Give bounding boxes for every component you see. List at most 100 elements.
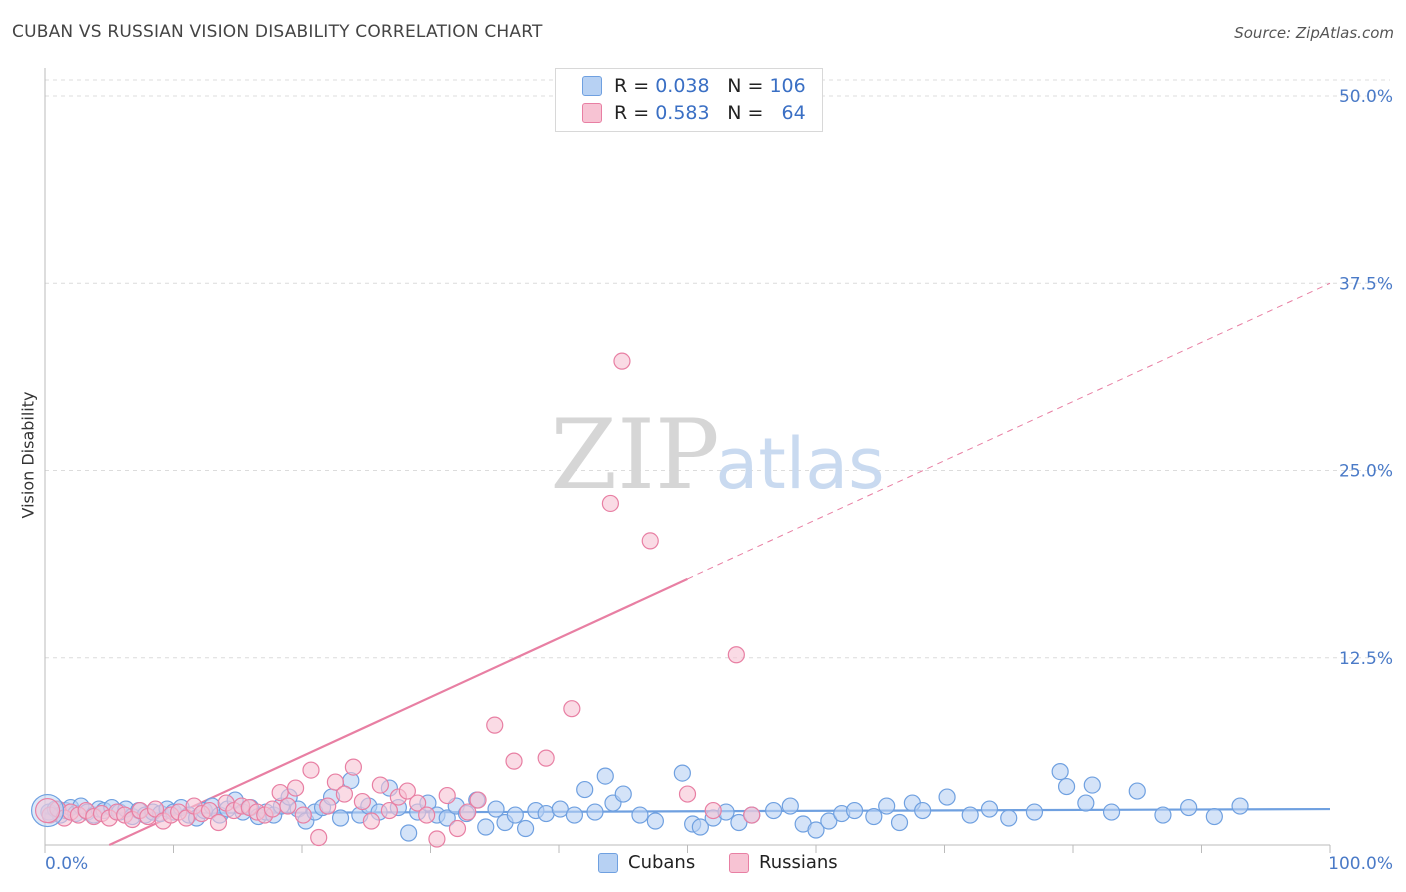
cubans-swatch xyxy=(582,76,602,96)
watermark: ZIP atlas xyxy=(550,399,884,511)
russians-point xyxy=(409,794,427,812)
legend-row-cubans: R = 0.038 N = 106 xyxy=(582,74,806,98)
cubans-point xyxy=(614,785,632,803)
russians-point xyxy=(448,819,467,838)
russians-point xyxy=(601,494,620,513)
russians-point xyxy=(310,828,328,847)
stats-legend: R = 0.038 N = 106 R = 0.583 N = 64 xyxy=(555,68,823,132)
cubans-point xyxy=(865,807,883,826)
cubans-point xyxy=(487,800,505,818)
cubans-point xyxy=(890,813,909,832)
russians-point xyxy=(279,797,297,815)
cubans-point xyxy=(1154,806,1172,824)
cubans-point xyxy=(845,801,864,820)
r-value-russians: 0.583 xyxy=(655,102,710,124)
russians-point xyxy=(459,803,477,821)
russians-legend-swatch xyxy=(729,852,749,873)
russians-point xyxy=(486,716,504,734)
russians-point xyxy=(335,785,354,803)
axes xyxy=(44,68,1331,853)
russians-point xyxy=(200,801,219,820)
russians-point xyxy=(294,806,312,824)
cubans-point xyxy=(1231,797,1249,815)
y-tick-label: 12.5% xyxy=(1339,649,1393,669)
russians-trend-extension xyxy=(687,282,1331,580)
russians-point xyxy=(263,800,282,818)
cubans-point xyxy=(1051,762,1069,781)
russians-point xyxy=(727,646,745,664)
cubans-legend-label: Cubans xyxy=(628,852,696,873)
tick-labels: 12.5% 25.0% 37.5% 50.0% 0.0% 100.0% xyxy=(45,87,1393,874)
russians-point xyxy=(271,783,289,802)
cubans-point xyxy=(586,803,604,821)
cubans-point xyxy=(537,804,555,823)
data-points xyxy=(30,352,1249,848)
russians-point xyxy=(177,809,195,827)
russians-point xyxy=(613,352,631,370)
russians-point xyxy=(319,797,337,815)
grid-lines xyxy=(45,79,1390,659)
cubans-point xyxy=(400,824,418,842)
russians-point xyxy=(438,786,456,805)
russians-point xyxy=(353,792,371,811)
russians-point xyxy=(469,791,487,809)
cubans-point xyxy=(516,819,535,838)
russians-point xyxy=(678,785,697,803)
n-value-cubans: 106 xyxy=(769,75,806,97)
cubans-point xyxy=(878,797,896,815)
cubans-point xyxy=(1180,798,1198,817)
cubans-point xyxy=(980,800,999,818)
trend-lines xyxy=(44,282,1331,846)
x-tick-label: 0.0% xyxy=(45,854,88,874)
russians-point xyxy=(344,758,362,776)
russians-legend-label: Russians xyxy=(759,852,838,873)
russians-point xyxy=(209,813,228,832)
r-label: R = xyxy=(614,75,650,97)
cubans-point xyxy=(596,767,614,785)
cubans-point xyxy=(807,821,825,839)
bottom-legend-cubans: Cubans xyxy=(598,852,695,873)
russians-point xyxy=(641,532,659,550)
cubans-point xyxy=(914,801,932,820)
cubans-legend-swatch xyxy=(598,852,618,873)
cubans-point xyxy=(1205,807,1223,826)
cubans-point xyxy=(961,806,979,824)
cubans-point xyxy=(673,764,691,782)
cubans-point xyxy=(477,818,495,836)
cubans-point xyxy=(646,812,664,830)
russians-cluster-point xyxy=(34,797,61,824)
russians-point xyxy=(505,752,523,770)
cubans-point xyxy=(576,780,594,799)
cubans-point xyxy=(1025,803,1044,821)
russians-point xyxy=(563,700,581,718)
russians-point xyxy=(704,801,722,820)
cubans-point xyxy=(1000,809,1018,827)
cubans-point xyxy=(938,788,956,806)
legend-row-russians: R = 0.583 N = 64 xyxy=(582,101,806,125)
cubans-point xyxy=(781,797,799,815)
cubans-point xyxy=(1102,803,1121,821)
watermark-atlas: atlas xyxy=(715,423,884,505)
russians-point xyxy=(418,806,436,824)
n-label: N = xyxy=(727,75,764,97)
cubans-point xyxy=(820,812,838,830)
russians-swatch xyxy=(582,103,602,123)
cubans-point xyxy=(331,809,350,827)
cubans-point xyxy=(438,809,456,827)
cubans-point xyxy=(691,818,709,836)
chart-title: CUBAN VS RUSSIAN VISION DISABILITY CORRE… xyxy=(12,22,543,42)
russians-point xyxy=(146,800,165,818)
russians-point xyxy=(398,782,416,800)
cubans-point xyxy=(730,813,748,832)
cubans-point xyxy=(506,806,524,824)
n-label: N = xyxy=(727,102,764,124)
russians-point xyxy=(380,801,398,820)
watermark-zip: ZIP xyxy=(550,399,719,511)
russians-point xyxy=(537,749,555,767)
r-value-cubans: 0.038 xyxy=(655,75,710,97)
x-tick-label: 100.0% xyxy=(1328,854,1393,874)
n-value-russians: 64 xyxy=(781,102,806,124)
cubans-point xyxy=(1128,782,1146,800)
russians-point xyxy=(302,761,320,779)
